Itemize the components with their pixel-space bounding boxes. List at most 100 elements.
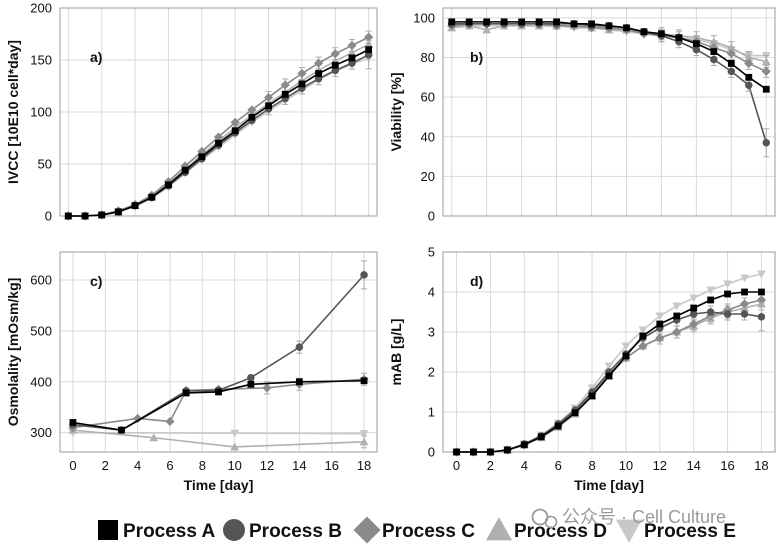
data-point <box>638 326 648 335</box>
data-point <box>553 18 560 26</box>
wechat-bubble-small <box>544 515 558 529</box>
data-point <box>745 73 753 81</box>
data-point <box>215 388 222 396</box>
data-point <box>761 57 771 66</box>
series-process-b <box>64 40 373 220</box>
data-point <box>658 30 665 38</box>
data-point <box>689 294 699 303</box>
data-point <box>148 193 156 201</box>
data-point <box>518 18 526 26</box>
series-line <box>451 23 768 143</box>
data-point <box>672 302 682 311</box>
x-tick-label: 18 <box>754 458 768 473</box>
panel-a: 0 50 100 150 200 IVCC [10E10 cell*day] a) <box>5 1 378 224</box>
data-point <box>535 18 543 26</box>
data-point <box>247 380 255 388</box>
data-point <box>118 426 125 434</box>
data-point <box>762 85 770 93</box>
data-point <box>470 448 477 456</box>
data-point <box>673 312 681 320</box>
data-point <box>588 392 596 400</box>
panel-c: 300 400 500 600 0 2 4 6 8 10 12 14 16 18 Osmolality [m… <box>5 251 378 493</box>
y-tick-label: 600 <box>30 272 52 287</box>
data-point <box>692 45 701 54</box>
data-point <box>64 212 72 220</box>
data-point <box>331 61 339 69</box>
data-point <box>295 378 303 386</box>
data-point <box>247 105 257 115</box>
series-process-b <box>69 260 368 434</box>
x-tick-label: 0 <box>453 458 460 473</box>
data-point <box>503 446 511 454</box>
x-tick-label: 2 <box>487 458 494 473</box>
data-point <box>675 34 683 42</box>
y-axis-title: Viability [%] <box>388 72 404 151</box>
watermark: 公众号 · Cell Culture <box>531 507 726 529</box>
data-point <box>672 327 682 337</box>
data-point <box>740 274 749 283</box>
data-point <box>570 20 578 28</box>
data-point <box>710 48 718 55</box>
data-point <box>621 342 631 351</box>
x-tick-label: 6 <box>166 458 173 473</box>
data-point <box>133 413 143 424</box>
series-process-b <box>447 20 771 158</box>
data-point <box>347 48 357 57</box>
data-point <box>724 290 731 298</box>
plot-frame <box>442 251 776 453</box>
data-point <box>297 68 307 79</box>
data-point <box>689 310 698 318</box>
y-tick-label: 80 <box>421 50 435 65</box>
y-tick-label: 500 <box>30 323 52 338</box>
x-tick-label: 16 <box>720 458 734 473</box>
y-tick-label: 2 <box>428 365 435 380</box>
x-tick-label: 6 <box>555 458 562 473</box>
y-tick-label: 50 <box>38 157 52 172</box>
y-tick-label: 5 <box>428 245 435 260</box>
data-point <box>230 429 240 438</box>
panel-label: b) <box>470 49 483 65</box>
plot-frame <box>442 7 776 217</box>
x-tick-label: 8 <box>199 458 206 473</box>
data-point <box>723 310 732 318</box>
data-point <box>247 373 255 382</box>
data-point <box>230 117 240 127</box>
y-tick-label: 20 <box>421 169 435 184</box>
legend-marker <box>616 519 642 543</box>
grid <box>443 8 775 217</box>
series-process-a <box>69 377 368 434</box>
x-tick-label: 4 <box>134 458 141 473</box>
legend-item-process-b: Process B <box>223 519 342 542</box>
data-point <box>453 448 460 456</box>
data-point <box>757 270 766 279</box>
data-point <box>745 81 753 89</box>
series-line <box>68 36 370 217</box>
data-point <box>727 60 735 67</box>
y-tick-label: 60 <box>421 90 435 105</box>
data-point <box>761 66 771 76</box>
data-point <box>623 24 630 32</box>
legend-label: Process A <box>123 521 216 542</box>
plot-frame <box>59 7 378 217</box>
legend-label: Process D <box>514 521 607 542</box>
data-point <box>198 153 206 161</box>
data-point <box>360 377 368 385</box>
data-point <box>604 362 614 371</box>
panel-label: c) <box>90 273 102 289</box>
legend-label: Process B <box>249 521 342 542</box>
data-point <box>347 40 357 51</box>
data-point <box>149 433 159 442</box>
series-process-e <box>452 270 766 457</box>
series-line <box>72 429 365 448</box>
y-tick-label: 100 <box>30 105 52 120</box>
x-axis-title: Time [day] <box>184 477 254 493</box>
x-tick-label: 2 <box>102 458 109 473</box>
panel-b: 0 20 40 60 80 100 Viability [%] b) <box>388 7 776 224</box>
data-point <box>739 299 750 309</box>
data-point <box>281 90 289 98</box>
data-point <box>230 442 240 451</box>
data-point <box>758 288 765 296</box>
data-point <box>482 25 492 34</box>
grid <box>60 7 377 217</box>
legend-marker <box>223 519 245 541</box>
